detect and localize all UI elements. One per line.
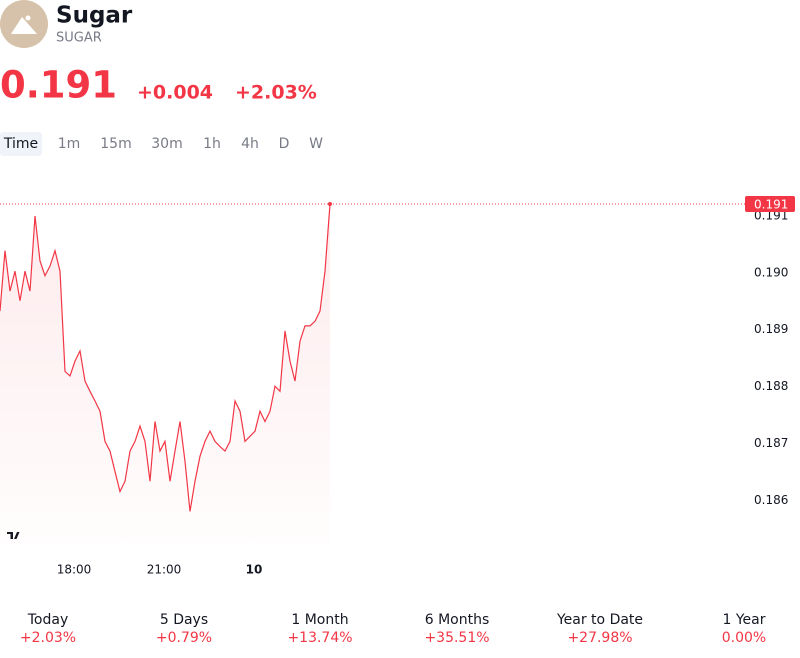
timeframe-button[interactable]: 15m (100, 136, 131, 152)
y-tick-label: 0.188 (754, 379, 788, 393)
timeframe-button[interactable]: 1m (58, 136, 81, 152)
asset-symbol: SUGAR (56, 31, 102, 46)
asset-name: Sugar (56, 3, 133, 29)
timeframe-button[interactable]: W (309, 136, 323, 152)
x-tick-label: 18:00 (57, 563, 92, 577)
price: 0.191 (0, 64, 117, 107)
price-change: +0.004 (137, 82, 213, 104)
x-tick-label: 21:00 (147, 563, 182, 577)
performance-value: +0.79% (156, 630, 212, 646)
y-tick-label: 0.190 (754, 265, 788, 279)
performance-value: +35.51% (424, 630, 489, 646)
x-tick-label: 10 (246, 563, 263, 577)
last-price-tag-label: 0.191 (754, 198, 788, 212)
price-line (0, 203, 331, 512)
active-timeframe-bg (0, 132, 42, 156)
y-tick-label: 0.186 (754, 493, 788, 507)
last-price-tag (745, 196, 795, 213)
performance-period[interactable]: Today (27, 612, 69, 628)
performance-period[interactable]: 1 Year (723, 612, 766, 628)
last-price-dot (328, 202, 332, 207)
logo-icon (11, 17, 37, 34)
y-tick-label: 0.189 (754, 322, 788, 336)
timeframe-button[interactable]: Time (3, 136, 38, 152)
area-fill (0, 204, 330, 545)
timeframe-button[interactable]: 30m (151, 136, 182, 152)
y-tick-label: 0.187 (754, 436, 788, 450)
performance-value: +2.03% (20, 630, 76, 646)
timeframe-button[interactable]: 4h (241, 136, 259, 152)
performance-value: +27.98% (567, 630, 632, 646)
performance-period[interactable]: 1 Month (291, 612, 348, 628)
performance-value: 0.00% (722, 630, 766, 646)
performance-period[interactable]: 5 Days (160, 612, 208, 628)
price-change-percent: +2.03% (235, 82, 317, 104)
performance-period[interactable]: 6 Months (425, 612, 490, 628)
timeframe-button[interactable]: D (279, 136, 290, 152)
performance-value: +13.74% (287, 630, 352, 646)
logo-icon (25, 15, 31, 21)
timeframe-button[interactable]: 1h (203, 136, 221, 152)
performance-period[interactable]: Year to Date (556, 612, 643, 628)
